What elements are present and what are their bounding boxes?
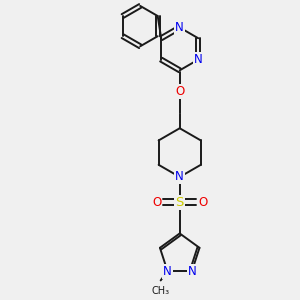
Text: N: N [188, 265, 196, 278]
Text: N: N [175, 21, 184, 34]
Text: O: O [152, 196, 161, 209]
Text: N: N [175, 170, 184, 184]
Text: S: S [176, 196, 184, 209]
Text: O: O [198, 196, 208, 209]
Text: N: N [194, 53, 203, 66]
Text: N: N [163, 265, 172, 278]
Text: CH₃: CH₃ [152, 286, 170, 296]
Text: O: O [175, 85, 184, 98]
